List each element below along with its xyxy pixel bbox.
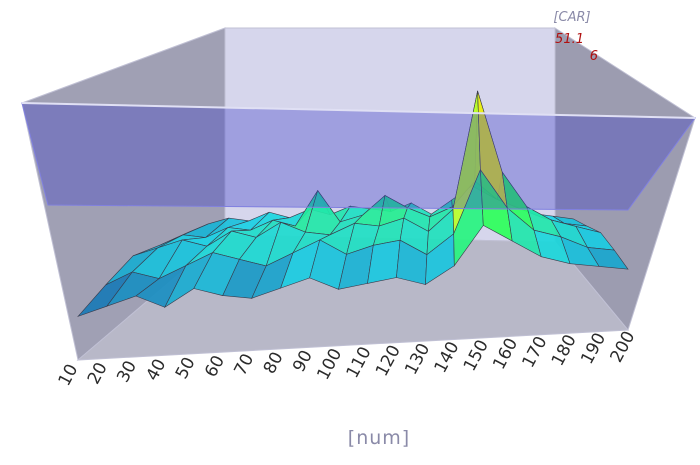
x-tick-label: 200 bbox=[607, 328, 640, 366]
legend-max-value: 51.1 bbox=[555, 32, 584, 47]
x-tick-label: 100 bbox=[313, 345, 346, 383]
x-tick-label: 90 bbox=[289, 347, 317, 375]
x-tick-label: 30 bbox=[113, 357, 141, 385]
x-tick-label: 130 bbox=[401, 340, 434, 378]
x-tick-label: 80 bbox=[260, 349, 288, 377]
x-axis-label: [num] bbox=[348, 427, 410, 449]
x-tick-label: 10 bbox=[55, 361, 83, 389]
x-tick-label: 120 bbox=[372, 342, 405, 380]
surface-cell bbox=[586, 247, 629, 270]
x-tick-label: 150 bbox=[460, 337, 493, 375]
x-tick-label: 110 bbox=[343, 344, 376, 382]
x-tick-label: 170 bbox=[519, 333, 552, 371]
x-tick-label: 140 bbox=[431, 338, 464, 376]
x-tick-label: 50 bbox=[172, 354, 200, 382]
x-tick-label: 190 bbox=[577, 330, 610, 368]
x-tick-label: 60 bbox=[201, 352, 229, 380]
x-tick-label: 160 bbox=[489, 335, 522, 373]
box-top-edge bbox=[21, 102, 696, 119]
surface-mesh bbox=[77, 90, 629, 318]
x-tick-label: 180 bbox=[548, 331, 581, 369]
legend-second-value: 6 bbox=[590, 49, 598, 64]
x-tick-label: 70 bbox=[230, 351, 258, 379]
threshold-plane bbox=[21, 102, 696, 211]
x-tick-label: 20 bbox=[84, 359, 112, 387]
z-axis-label: [CAR] bbox=[553, 10, 590, 25]
x-tick-label: 40 bbox=[143, 356, 171, 384]
